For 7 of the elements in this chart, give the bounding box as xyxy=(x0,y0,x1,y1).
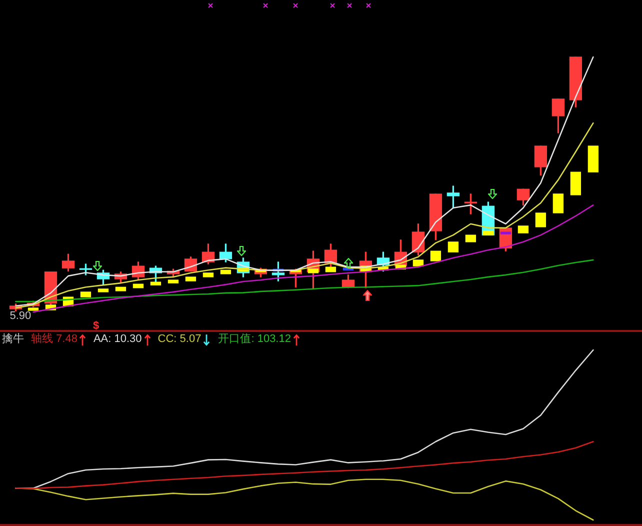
annotation: 5.90 xyxy=(10,310,32,322)
chart-title: 擒牛 xyxy=(2,333,24,346)
text: 轴线 7.48 xyxy=(31,333,78,346)
text: 开口值: 103.12 xyxy=(218,333,291,346)
text: $ xyxy=(92,320,100,332)
text: AA: 10.30 xyxy=(93,333,142,346)
text: CC: 5.07 xyxy=(158,333,202,346)
